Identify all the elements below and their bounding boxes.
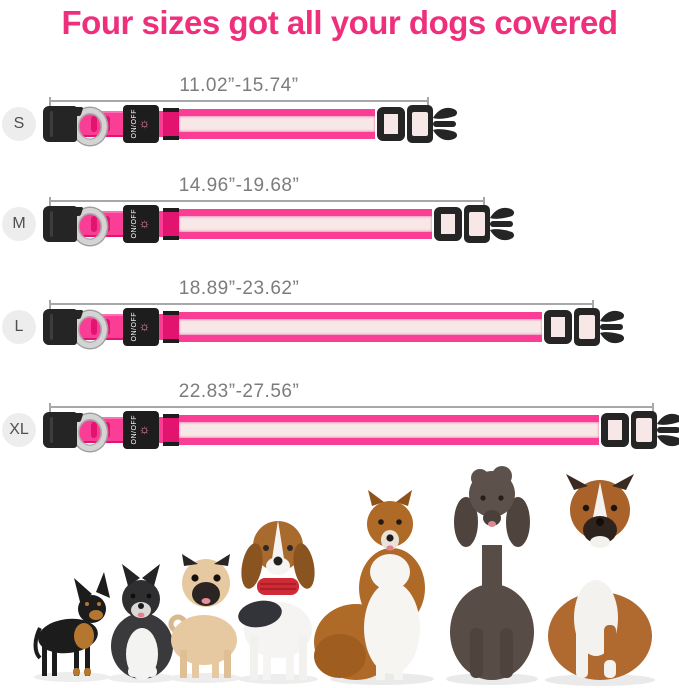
onoff-switch-box: ON/OFF ☼: [123, 105, 159, 143]
size-range-label: 14.96”-19.68”: [178, 175, 300, 196]
strap-segment: [73, 311, 123, 348]
sun-icon: ☼: [137, 321, 153, 333]
onoff-label: ON/OFF: [130, 415, 138, 445]
tri-glide-slider-icon: [544, 310, 572, 344]
buckle-female-icon: [43, 106, 77, 142]
dog-yorkshire-terrier: [111, 564, 173, 680]
strap-keeper: [163, 108, 179, 140]
strap-segment: [73, 208, 123, 245]
led-collar-xl: ON/OFF ☼: [43, 411, 679, 451]
sun-icon: ☼: [137, 424, 153, 436]
dog-lineup-photo: [33, 466, 655, 686]
size-row-l: L 18.89”-23.62” ON/OFF ☼: [0, 278, 679, 378]
tri-glide-slider-icon: [377, 107, 405, 141]
size-badge-l: L: [2, 310, 36, 344]
buckle-window: [636, 418, 652, 442]
buckle-female-icon: [43, 309, 77, 345]
buckle-male-icon: [464, 205, 490, 243]
size-badge-xl: XL: [2, 413, 36, 447]
buckle-window: [579, 315, 595, 339]
dog-boxer: [548, 474, 652, 680]
strap-slit: [104, 116, 110, 132]
strap-segment: [73, 108, 123, 145]
size-badge-label: XL: [9, 421, 29, 438]
onoff-switch-box: ON/OFF ☼: [123, 205, 159, 243]
dog-shetland-sheepdog: [314, 490, 425, 680]
size-badge-s: S: [2, 107, 36, 141]
strap-segment: [159, 314, 163, 340]
led-strip: [179, 415, 599, 445]
dimension-line: [49, 300, 594, 309]
strap-slit: [104, 216, 110, 232]
size-range-label: 22.83”-27.56”: [178, 381, 300, 402]
strap-segment: [159, 111, 163, 137]
strap-segment: [73, 414, 123, 451]
dimension-line: [49, 403, 654, 412]
led-strip: [179, 312, 542, 342]
size-range-label: 11.02”-15.74”: [179, 75, 299, 96]
dimension-line: [49, 197, 485, 206]
size-badge-m: M: [2, 207, 36, 241]
size-row-xl: XL 22.83”-27.56” ON/OFF ☼: [0, 381, 679, 481]
buckle-window: [469, 212, 485, 236]
dog-beagle: [238, 520, 315, 680]
sun-icon: ☼: [137, 118, 153, 130]
dog-chihuahua: [33, 572, 110, 676]
led-collar-m: ON/OFF ☼: [43, 205, 516, 245]
tri-glide-slider-icon: [434, 207, 462, 241]
led-strip: [179, 209, 432, 239]
led-strip: [179, 109, 375, 139]
buckle-female-icon: [43, 206, 77, 242]
size-range-label: 18.89”-23.62”: [178, 278, 300, 299]
buckle-prongs-icon: [490, 207, 515, 241]
dog-poodle: [450, 466, 534, 680]
buckle-male-icon: [407, 105, 433, 143]
size-badge-label: S: [13, 115, 25, 132]
buckle-prongs-icon: [657, 413, 679, 447]
tri-glide-slider-icon: [601, 413, 629, 447]
sun-icon: ☼: [137, 218, 153, 230]
onoff-switch-box: ON/OFF ☼: [123, 411, 159, 449]
buckle-female-icon: [43, 412, 77, 448]
buckle-male-icon: [574, 308, 600, 346]
strap-keeper: [163, 311, 179, 343]
page-title: Four sizes got all your dogs covered: [61, 4, 618, 41]
dimension-line: [49, 97, 429, 106]
strap-keeper: [163, 208, 179, 240]
buckle-male-icon: [631, 411, 657, 449]
led-collar-s: ON/OFF ☼: [43, 105, 459, 145]
strap-keeper: [163, 414, 179, 446]
buckle-window: [412, 112, 428, 136]
onoff-label: ON/OFF: [130, 209, 138, 239]
buckle-prongs-icon: [600, 310, 625, 344]
strap-slit: [104, 422, 110, 438]
strap-segment: [159, 211, 163, 237]
led-collar-l: ON/OFF ☼: [43, 308, 626, 348]
dog-pug: [168, 554, 237, 678]
strap-slit: [104, 319, 110, 335]
onoff-label: ON/OFF: [130, 109, 138, 139]
size-badge-label: L: [14, 318, 24, 335]
onoff-label: ON/OFF: [130, 312, 138, 342]
buckle-prongs-icon: [433, 107, 458, 141]
onoff-switch-box: ON/OFF ☼: [123, 308, 159, 346]
strap-segment: [159, 417, 163, 443]
size-badge-label: M: [12, 215, 26, 232]
size-row-m: M 14.96”-19.68” ON/OFF ☼: [0, 175, 679, 275]
size-row-s: S 11.02”-15.74” ON/OFF ☼: [0, 75, 679, 175]
